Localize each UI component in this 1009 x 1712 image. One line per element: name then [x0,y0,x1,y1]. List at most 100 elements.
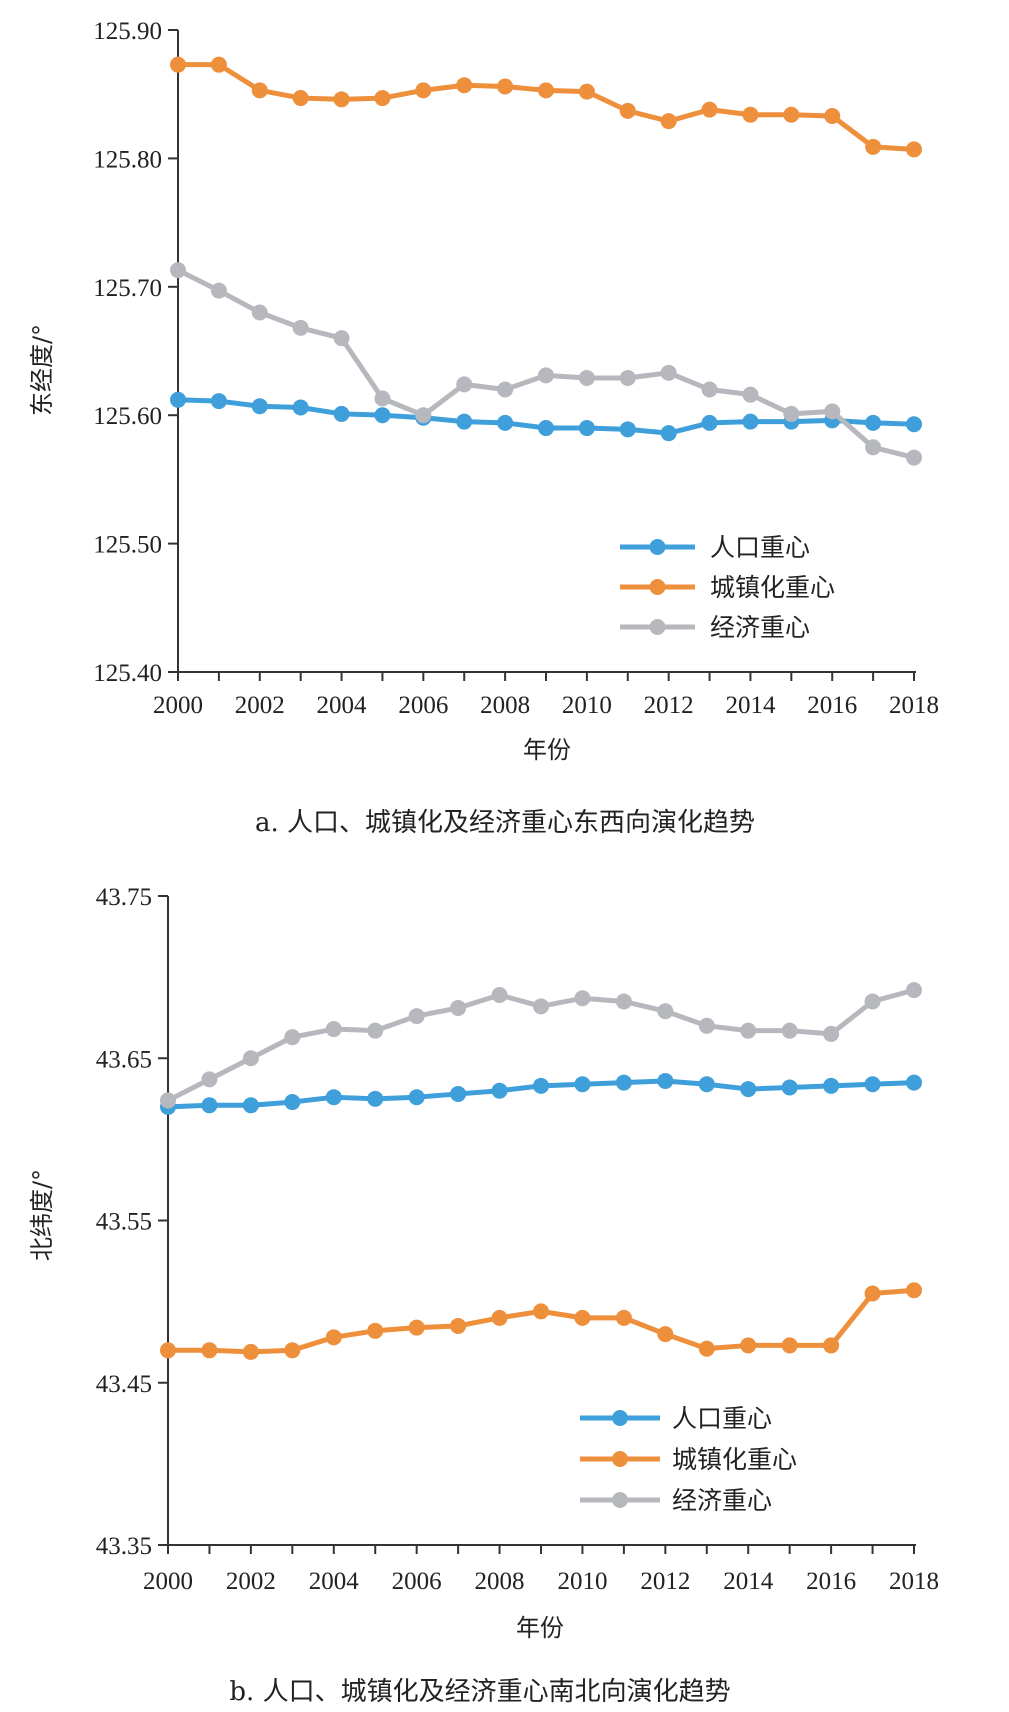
data-point [284,1342,301,1359]
data-point [742,413,759,430]
data-point [292,319,309,336]
x-tick-label: 2004 [309,1568,360,1595]
data-point [491,1082,508,1099]
x-tick-label: 2016 [806,1568,856,1595]
data-point [578,420,595,437]
data-point [450,999,467,1016]
chart-caption: a. 人口、城镇化及经济重心东西向演化趋势 [255,808,755,838]
data-point [292,399,309,416]
data-point [783,405,800,422]
data-point [251,304,268,321]
data-point [615,1074,632,1091]
data-point [533,998,549,1015]
data-point [660,425,677,442]
legend-entry: 经济重心 [710,613,810,642]
x-tick-label: 2012 [640,1568,690,1595]
legend-swatch-marker [649,539,666,555]
data-point [538,420,554,437]
data-point [781,1079,798,1096]
data-point [906,141,922,158]
legend-entry: 经济重心 [672,1486,772,1515]
data-point [906,1074,922,1091]
data-point [781,1022,798,1039]
data-point [864,1076,881,1093]
data-point [864,993,881,1010]
data-point [333,91,350,108]
legend-swatch-marker [649,579,666,595]
x-tick-label: 2000 [153,692,203,719]
data-point [497,414,514,431]
data-point [450,1317,467,1334]
data-point [497,381,514,398]
data-point [456,376,473,393]
y-tick-label: 43.75 [96,884,152,911]
data-point [578,83,595,100]
x-axis-label: 年份 [516,1614,564,1642]
data-point [578,369,595,386]
y-tick-label: 43.55 [96,1209,152,1236]
data-point [660,113,677,130]
data-point [251,398,268,415]
y-tick-label: 125.70 [93,275,162,302]
data-point [698,1076,715,1093]
data-point [374,390,391,407]
data-point [698,1017,715,1034]
data-point [325,1089,342,1106]
data-point [657,1072,674,1089]
data-point [325,1021,342,1038]
data-point [408,1089,425,1106]
data-point [374,407,391,424]
data-point [491,986,508,1003]
x-tick-label: 2018 [889,1568,939,1595]
data-point [657,1326,674,1343]
data-point [864,1285,881,1302]
chart-east-west: a. 人口、城镇化及经济重心东西向演化趋势 年份 东经度/° 125.40 125… [28,18,939,838]
data-point [533,1303,549,1320]
y-tick-label: 43.35 [96,1533,152,1560]
x-tick-label: 2010 [557,1568,607,1595]
legend-entry: 城镇化重心 [672,1445,797,1474]
data-point [210,282,227,299]
data-point [783,106,800,123]
data-point [210,56,227,73]
chart-caption: b. 人口、城镇化及经济重心南北向演化趋势 [229,1677,730,1707]
data-point [823,1077,840,1094]
data-point [201,1342,218,1359]
y-tick-label: 125.90 [93,18,162,45]
data-point [242,1097,259,1114]
data-point [333,330,350,347]
data-point [333,405,350,422]
data-point [491,1309,508,1326]
data-point [242,1343,259,1360]
data-point [201,1097,218,1114]
x-tick-label: 2006 [392,1568,442,1595]
data-point [450,1085,467,1102]
data-point [533,1077,549,1094]
legend-entry: 人口重心 [710,533,810,562]
series-line-1 [178,62,915,152]
x-tick-label: 2002 [235,692,285,719]
data-point [823,1337,840,1354]
data-point [574,1309,591,1326]
data-point [408,1008,425,1025]
data-point [408,1319,425,1336]
data-point [160,1342,176,1359]
x-tick-label: 2010 [562,692,612,719]
data-point [740,1022,757,1039]
x-tick-label: 2002 [226,1568,276,1595]
y-tick-label: 125.80 [93,146,162,173]
data-point [701,381,718,398]
data-point [865,138,882,155]
data-point [781,1337,798,1354]
legend-entry: 城镇化重心 [710,573,835,602]
data-point [701,101,718,118]
y-tick-label: 43.45 [96,1371,152,1398]
data-point [456,413,473,430]
y-axis-label: 北纬度/° [28,1169,56,1261]
data-point [538,367,554,384]
data-point [284,1094,301,1111]
x-tick-label: 2008 [480,692,530,719]
x-tick-label: 2000 [143,1568,193,1595]
data-point [574,1076,591,1093]
data-point [906,982,922,999]
